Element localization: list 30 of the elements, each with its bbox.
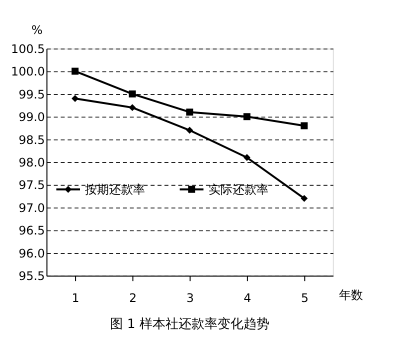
y-tick-label: 100.0 (11, 64, 45, 79)
x-tick-label: 5 (300, 290, 308, 305)
point (243, 154, 250, 162)
y-axis-title: % (31, 23, 43, 38)
point (72, 68, 79, 75)
y-tick-label: 96.0 (18, 246, 45, 260)
x-tick-label: 3 (186, 290, 194, 305)
y-tick-label: 96.5 (18, 224, 45, 238)
point (300, 122, 308, 130)
y-tick-label: 100.5 (11, 42, 45, 56)
y-tick-label: 98.5 (18, 132, 45, 147)
point (243, 113, 250, 120)
point (186, 108, 194, 116)
y-tick-label: 98.0 (18, 156, 45, 170)
legend-label: 按期还款率 (84, 182, 145, 196)
text: 图 1 样本社还款率变化趋势 (110, 316, 270, 332)
point (186, 126, 194, 134)
y-tick-label: 95.5 (18, 269, 45, 284)
point (128, 104, 136, 112)
y-tick-label: 99.0 (18, 110, 45, 124)
y-tick-label: 97.0 (18, 200, 45, 215)
point (72, 94, 79, 102)
y-tick-label: 97.5 (18, 178, 45, 192)
x-axis-title: 年数 (339, 288, 364, 302)
point (128, 90, 136, 98)
x-tick-label: 1 (72, 290, 80, 305)
x-tick-label: 4 (244, 290, 252, 305)
x-tick-label: 2 (129, 290, 137, 305)
y-tick-label: 99.5 (18, 87, 45, 102)
point (300, 194, 308, 202)
